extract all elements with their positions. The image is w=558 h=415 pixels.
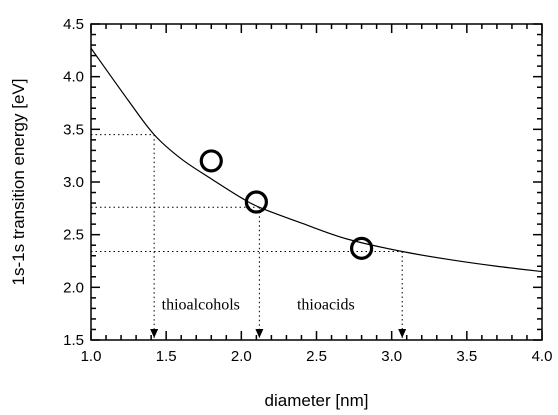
x-tick-labels: 1.0 1.5 2.0 2.5 3.0 3.5 4.0 <box>81 348 553 365</box>
y-tick-label: 1.5 <box>63 332 84 349</box>
x-tick-label: 3.5 <box>456 348 477 365</box>
y-tick-label: 3.0 <box>63 174 84 191</box>
x-axis-label: diameter [nm] <box>265 391 369 410</box>
y-tick-label: 2.5 <box>63 227 84 244</box>
annotation-label: thioalcohols <box>162 296 240 313</box>
y-tick-label: 4.0 <box>63 69 84 86</box>
plot-frame <box>90 23 543 341</box>
fit-curve <box>90 47 543 273</box>
x-tick-label: 3.0 <box>381 348 402 365</box>
y-axis-label: 1s-1s transition energy [eV] <box>9 79 28 286</box>
axis-ticks <box>90 23 543 341</box>
y-tick-labels: 1.5 2.0 2.5 3.0 3.5 4.0 4.5 <box>63 16 84 349</box>
x-tick-label: 2.0 <box>231 348 252 365</box>
y-tick-label: 2.0 <box>63 279 84 296</box>
annotations: thioalcohols thioacids <box>162 296 355 313</box>
x-tick-label: 4.0 <box>532 348 553 365</box>
data-point <box>350 236 374 260</box>
data-point <box>199 149 223 173</box>
y-tick-label: 4.5 <box>63 16 84 33</box>
data-point <box>244 190 268 214</box>
x-tick-label: 1.0 <box>81 348 102 365</box>
y-tick-label: 3.5 <box>63 121 84 138</box>
x-tick-label: 1.5 <box>156 348 177 365</box>
guide-lines <box>91 134 407 338</box>
data-points <box>199 149 374 260</box>
annotation-label: thioacids <box>297 296 355 313</box>
x-tick-label: 2.5 <box>306 348 327 365</box>
fit-curve-layer <box>90 47 543 273</box>
